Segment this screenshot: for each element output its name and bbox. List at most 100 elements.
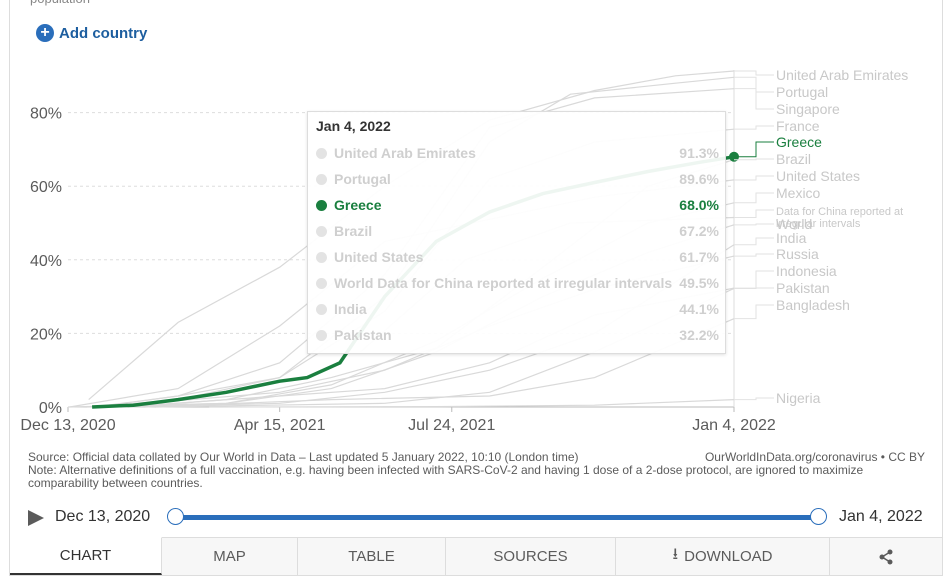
y-tick-label: 0% [39, 400, 62, 417]
legend-dot-icon [316, 174, 327, 185]
tab-share[interactable] [830, 537, 942, 575]
legend-dot-icon [316, 330, 327, 341]
label-connector [734, 209, 774, 218]
series-end-label: United Arab Emirates [776, 67, 908, 83]
x-tick-label: Dec 13, 2020 [20, 417, 115, 434]
series-line [145, 318, 735, 408]
series-end-label: United States [776, 168, 860, 184]
tooltip-country: World Data for China reported at irregul… [334, 275, 673, 291]
series-end-label: Bangladesh [776, 297, 850, 313]
source-text: Source: Official data collated by Our Wo… [28, 450, 579, 464]
tooltip-country: United Arab Emirates [334, 145, 476, 161]
timeline-track[interactable] [176, 515, 819, 520]
legend-dot-icon [316, 148, 327, 159]
tooltip-country: Brazil [334, 223, 373, 239]
tooltip-value: 67.2% [679, 223, 719, 239]
tooltip-value: 89.6% [679, 171, 719, 187]
add-country-button[interactable]: + Add country [36, 24, 147, 42]
label-connector [734, 287, 774, 290]
series-end-label: Singapore [776, 101, 840, 117]
label-connector [734, 223, 774, 226]
tooltip-value: 44.1% [679, 301, 719, 317]
tooltip-row: Portugal 89.6% [316, 170, 719, 190]
credit-link[interactable]: OurWorldInData.org/coronavirus • CC BY [704, 450, 925, 464]
tooltip-row: India 44.1% [316, 300, 719, 320]
tooltip-row: Greece 68.0% [316, 196, 719, 216]
label-connector [734, 76, 774, 93]
tooltip-row: World Data for China reported at irregul… [316, 274, 719, 294]
tab-label: CHART [59, 547, 112, 564]
tooltip-value: 61.7% [679, 249, 719, 265]
share-icon [879, 549, 893, 564]
tooltip-value: 91.3% [679, 145, 719, 161]
timeline: Dec 13, 2020 Jan 4, 2022 [28, 507, 928, 529]
label-connector [734, 88, 774, 110]
tooltip-row: United States 61.7% [316, 248, 719, 268]
label-connector [734, 192, 774, 204]
series-end-label: Indonesia [776, 263, 837, 279]
tooltip-row: Brazil 67.2% [316, 222, 719, 242]
timeline-end-handle[interactable] [810, 508, 827, 525]
tab-label: MAP [213, 548, 246, 565]
tab-download[interactable]: ⭳ DOWNLOAD [616, 537, 830, 575]
series-end-label: Portugal [776, 84, 828, 100]
label-connector [734, 125, 774, 130]
legend-dot-icon [316, 278, 327, 289]
label-connector [734, 175, 774, 181]
label-connector [734, 70, 774, 76]
tab-chart[interactable]: CHART [10, 537, 162, 575]
y-tick-label: 20% [30, 326, 62, 343]
plus-icon: + [36, 24, 54, 42]
tooltip-value: 49.5% [679, 275, 719, 291]
series-end-label: India [776, 230, 807, 246]
tab-sources[interactable]: SOURCES [446, 537, 616, 575]
series-end-labels: United Arab EmiratesPortugalSingaporeFra… [734, 67, 908, 406]
label-connector [734, 270, 774, 289]
series-end-label: Mexico [776, 185, 821, 201]
series-end-label: World [776, 216, 812, 232]
x-tick-label: Jul 24, 2021 [408, 417, 495, 434]
tooltip-value: 32.2% [679, 327, 719, 343]
tooltip-country: Pakistan [334, 327, 392, 343]
series-end-label: Pakistan [776, 280, 830, 296]
tooltip-country: United States [334, 249, 424, 265]
legend-dot-icon [316, 304, 327, 315]
tab-map[interactable]: MAP [162, 537, 298, 575]
tooltip-row: Pakistan 32.2% [316, 326, 719, 346]
label-connector [734, 141, 774, 158]
legend-dot-icon [316, 252, 327, 263]
legend-dot-icon [316, 200, 327, 211]
series-end-label: Data for China reported at [776, 206, 903, 218]
label-connector [734, 253, 774, 257]
tab-table[interactable]: TABLE [298, 537, 446, 575]
tooltip-country: Greece [334, 197, 382, 213]
tooltip-date: Jan 4, 2022 [316, 118, 391, 134]
x-axis-ticks: Dec 13, 2020 Apr 15, 2021 Jul 24, 2021 Jan … [20, 407, 776, 434]
tooltip-value: 68.0% [679, 197, 719, 213]
y-axis-ticks: 0% 20% 40% 60% 80% [30, 106, 62, 417]
y-tick-label: 60% [30, 179, 62, 196]
x-tick-label: Apr 15, 2021 [234, 417, 326, 434]
tab-bar: CHART MAP TABLE SOURCES ⭳ DOWNLOAD [10, 537, 942, 576]
label-connector [734, 304, 774, 320]
timeline-end-label: Jan 4, 2022 [839, 508, 923, 525]
y-tick-label: 40% [30, 253, 62, 270]
tab-label: DOWNLOAD [684, 548, 773, 565]
timeline-start-handle[interactable] [167, 508, 184, 525]
tooltip-country: Portugal [334, 171, 391, 187]
source-note: Source: Official data collated by Our Wo… [28, 451, 928, 490]
timeline-start-label: Dec 13, 2020 [55, 508, 151, 525]
series-end-label: irregular intervals [776, 218, 861, 230]
subtitle-fragment: population [30, 0, 90, 6]
tab-label: SOURCES [493, 548, 568, 565]
play-icon[interactable] [28, 510, 44, 526]
series-end-label: Russia [776, 246, 819, 262]
x-tick-label: Jan 4, 2022 [692, 417, 776, 434]
tooltip-country: India [334, 301, 367, 317]
series-end-label: Greece [776, 134, 822, 150]
chart-frame [9, 0, 943, 576]
series-end-label: Brazil [776, 151, 811, 167]
label-connector [734, 158, 774, 161]
series-end-label: France [776, 118, 820, 134]
add-country-label: Add country [59, 24, 148, 42]
